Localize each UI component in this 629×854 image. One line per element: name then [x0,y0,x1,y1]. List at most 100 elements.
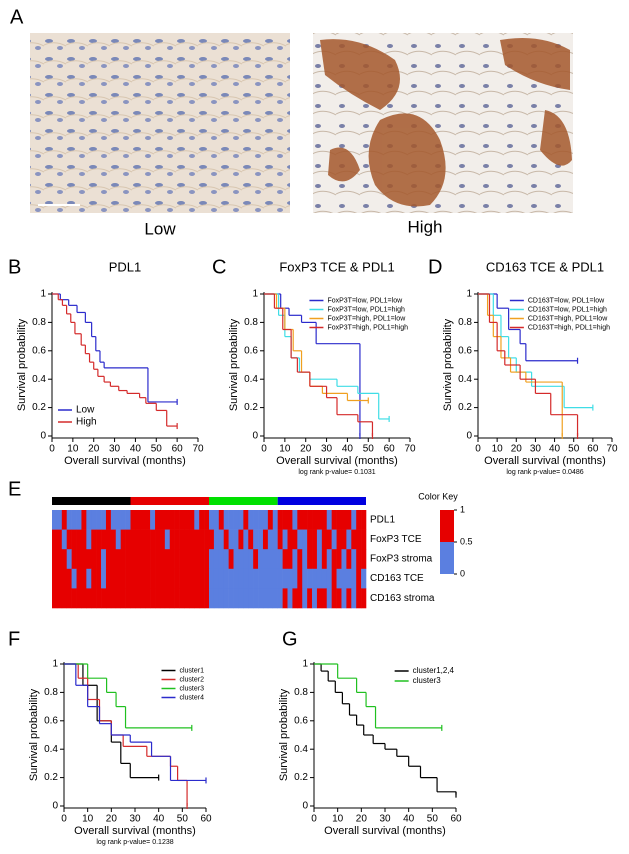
heatmap-cell [312,588,318,609]
legend-label: cluster1 [179,667,204,674]
heatmap-cell [238,568,244,589]
heatmap-cell [120,510,126,530]
heatmap-cell [115,568,121,589]
heatmap-cell [302,588,308,609]
heatmap-cell [66,510,72,530]
heatmap-cell [307,529,313,550]
heatmap-cell [164,549,171,570]
heatmap-cell [351,549,357,570]
heatmap-cell [331,568,337,589]
heatmap-cell [96,549,102,570]
heatmap-cell [159,588,166,609]
x-tick-label: 0 [261,444,267,455]
heatmap-cell [258,568,264,589]
legend-label: Low [76,405,95,416]
heatmap-cell [351,568,357,589]
heatmap-cell [164,510,171,530]
y-tick-label: 0.8 [294,687,308,698]
heatmap-cell [307,549,313,570]
heatmap-cell [228,529,234,550]
heatmap-cell [282,588,288,609]
heatmap-cell [56,568,63,589]
heatmap-cell [81,588,87,609]
x-tick-label: 0 [311,814,317,825]
heatmap-cell [86,588,92,609]
row-label: FoxP3 TCE [370,534,422,545]
heatmap-cell [204,588,210,609]
heatmap-cell [91,529,97,550]
heatmap-cell [218,529,225,550]
heatmap-cell [282,510,288,530]
heatmap-cell [174,588,180,609]
heatmap-cell [52,510,58,530]
heatmap-cell [287,568,293,589]
heatmap-cell [130,568,136,589]
heatmap-cell [346,510,352,530]
heatmap-cell [258,510,264,530]
heatmap-cell [243,568,249,589]
colorbar-title: Color Key [418,491,458,501]
heatmap-cell [125,588,131,609]
heatmap-cell [184,510,190,530]
x-tick-label: 10 [67,444,79,455]
heatmap-cell [297,510,303,530]
heatmap-cell [155,510,161,530]
heatmap-cell [150,529,156,550]
heatmap-cell [331,588,337,609]
y-tick-label: 0.2 [458,402,472,413]
heatmap-cell [179,549,185,570]
heatmap-cell [184,529,190,550]
heatmap-cell [307,568,313,589]
chart-title: CD163 TCE & PDL1 [486,259,604,274]
heatmap-cell [277,588,283,609]
heatmap-cell [213,568,220,589]
heatmap-cell [238,549,244,570]
heatmap-cell [287,549,293,570]
heatmap-cell [115,510,121,530]
heatmap-cell [292,510,298,530]
cluster-bar [130,497,209,505]
heatmap-cell [169,568,175,589]
x-tick-label: 10 [492,444,504,455]
x-tick-label: 60 [172,444,184,455]
heatmap-cell [194,588,200,609]
heatmap-cell [61,568,68,589]
heatmap-cell [155,568,161,589]
y-tick-label: 0.6 [44,715,58,726]
cluster-bar [277,497,366,505]
heatmap-cell [272,588,278,609]
x-tick-label: 50 [427,814,439,825]
x-tick-label: 40 [342,444,354,455]
heatmap-cell [174,549,180,570]
heatmap-cell [213,588,220,609]
heatmap-cell [346,588,352,609]
y-tick-label: 0.8 [32,317,46,328]
y-tick-label: 0.2 [44,772,58,783]
heatmap-cell [135,549,141,570]
colorbar-tick-label: 0 [460,568,465,578]
heatmap-cell [209,529,215,550]
heatmap-cell [321,510,328,530]
heatmap-cell [336,529,342,550]
heatmap-cell [356,529,362,550]
heatmap-cell [179,529,185,550]
heatmap-cell [361,510,367,530]
heatmap-cell [169,588,175,609]
heatmap-cell [292,529,298,550]
heatmap-cell [174,529,180,550]
x-tick-label: 20 [106,814,118,825]
x-tick-label: 50 [568,444,580,455]
heatmap-cell [287,588,293,609]
heatmap-cell [223,588,229,609]
heatmap-cell [218,568,225,589]
y-tick-label: 0.2 [244,402,258,413]
y-tick-label: 0 [302,801,308,812]
x-tick-label: 70 [404,444,416,455]
heatmap-cell [258,549,264,570]
footnote: log rank p-value= 0.1238 [96,839,173,846]
heatmap-cell [316,588,323,609]
heatmap-cell [351,510,357,530]
heatmap-cell [204,529,210,550]
heatmap-cell [218,588,225,609]
heatmap-cell [209,549,215,570]
